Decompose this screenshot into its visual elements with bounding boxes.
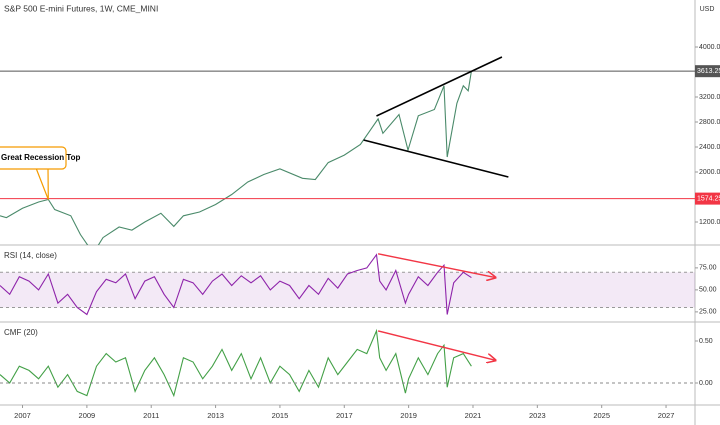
x-tick-label: 2007 (14, 411, 31, 420)
y-tick-label: 0.50 (699, 338, 713, 345)
chart-title: S&P 500 E-mini Futures, 1W, CME_MINI (4, 3, 158, 13)
price-line (0, 253, 472, 316)
price-line (0, 328, 472, 398)
y-tick-label: 0.00 (699, 380, 713, 387)
unit-label: USD (700, 6, 715, 13)
y-tick-label: 4000.00 (699, 44, 720, 51)
trend-arrow (377, 253, 495, 278)
y-tick-label: 2000.00 (699, 169, 720, 176)
pane-title: CMF (20) (4, 328, 38, 337)
trendline (363, 139, 509, 178)
y-tick-label: 2400.00 (699, 144, 720, 151)
y-tick-label: 25.00 (699, 309, 717, 316)
y-tick-label: 2800.00 (699, 119, 720, 126)
pane (0, 56, 695, 245)
y-tick-label: 75.00 (699, 265, 717, 272)
y-tick-label: 3200.00 (699, 94, 720, 101)
x-tick-label: 2027 (658, 411, 675, 420)
callout-text: Great Recession Top (1, 153, 81, 162)
x-tick-label: 2017 (336, 411, 353, 420)
trendline (376, 56, 503, 117)
x-tick-label: 2021 (465, 411, 482, 420)
rsi-band (0, 272, 695, 308)
x-tick-label: 2013 (207, 411, 224, 420)
x-tick-label: 2025 (593, 411, 610, 420)
x-tick-label: 2015 (272, 411, 289, 420)
pane (0, 253, 695, 316)
level-tag (695, 192, 720, 205)
level-tag (695, 65, 720, 78)
y-tick-label: 1200.00 (699, 219, 720, 226)
x-tick-label: 2009 (79, 411, 96, 420)
level-label: 3613.25 (697, 68, 720, 75)
pane-title: RSI (14, close) (4, 251, 57, 260)
trend-arrow (377, 330, 495, 360)
pane (0, 328, 695, 398)
callout-pointer (35, 167, 49, 200)
callout-box (0, 146, 67, 170)
price-line (0, 71, 472, 245)
level-label: 1574.25 (697, 195, 720, 202)
x-tick-label: 2019 (400, 411, 417, 420)
x-tick-label: 2011 (143, 411, 159, 420)
x-tick-label: 2023 (529, 411, 546, 420)
y-tick-label: 50.00 (699, 287, 717, 294)
